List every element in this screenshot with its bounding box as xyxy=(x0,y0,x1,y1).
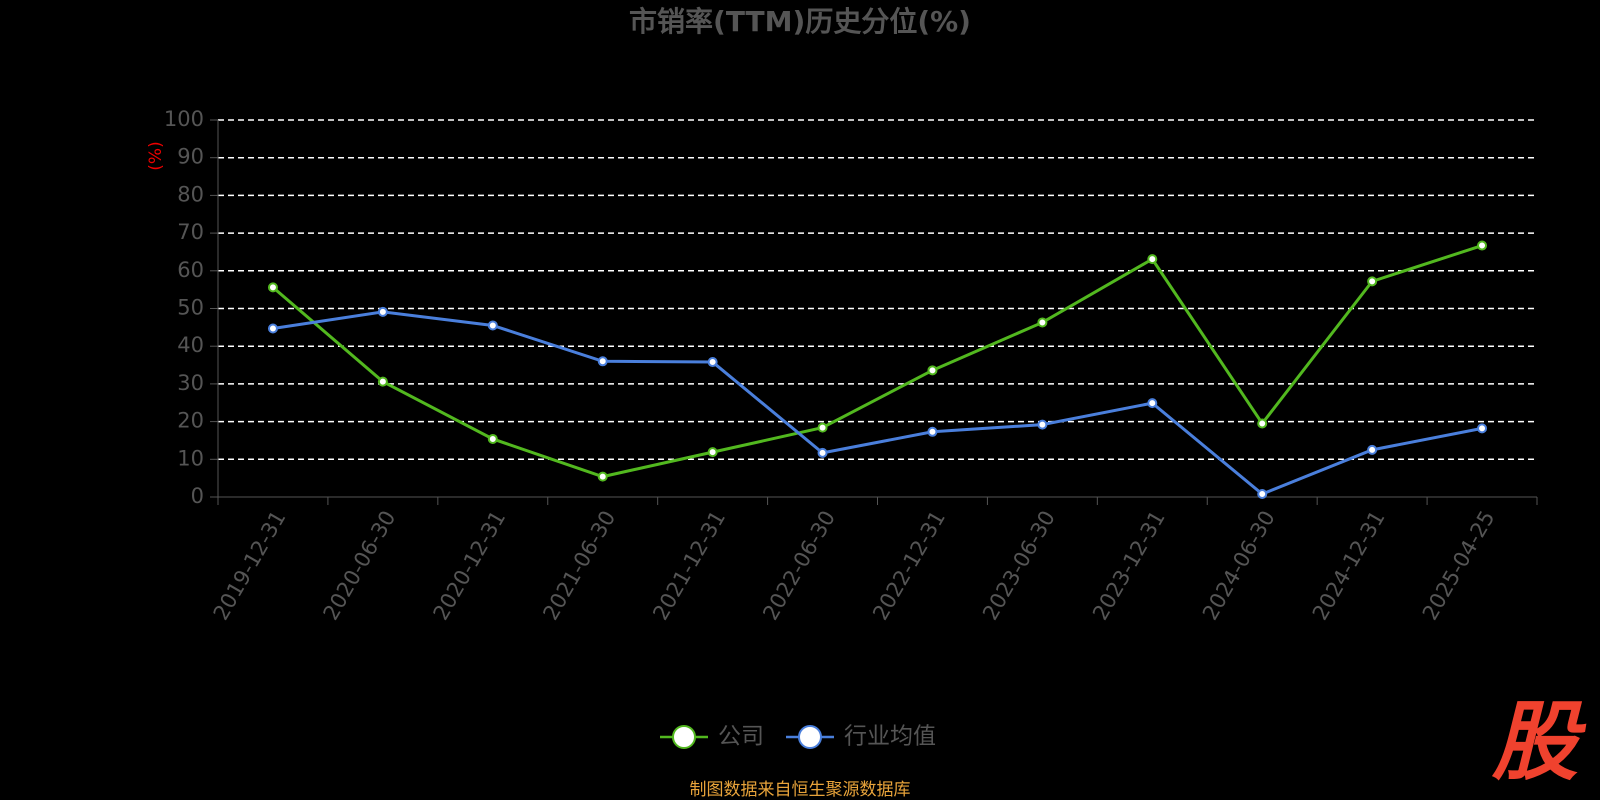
line xyxy=(271,244,1483,479)
point xyxy=(267,323,278,334)
point xyxy=(487,433,498,444)
y-tick-label: 20 xyxy=(177,409,204,433)
x-tick-label: 2022-12-31 xyxy=(868,506,950,624)
point xyxy=(927,426,938,437)
y-tick-label: 0 xyxy=(191,484,204,508)
source-note: 制图数据来自恒生聚源数据库 xyxy=(690,780,911,800)
x-tick-label: 2023-12-31 xyxy=(1088,507,1170,625)
x-tick-label: 2024-06-30 xyxy=(1198,507,1280,625)
point xyxy=(1037,317,1048,328)
point xyxy=(1257,488,1268,499)
point xyxy=(267,282,278,293)
x-tick-label: 2020-12-31 xyxy=(429,506,511,624)
x-tick-label: 2023-06-30 xyxy=(978,507,1060,625)
point xyxy=(927,365,938,376)
point xyxy=(817,447,828,458)
legend-marker xyxy=(672,725,696,749)
point xyxy=(1367,276,1378,287)
y-tick-label: 70 xyxy=(177,220,204,244)
x-tick-label: 2019-12-31 xyxy=(209,507,291,625)
point xyxy=(597,471,608,482)
y-tick-label: 50 xyxy=(177,296,204,320)
x-tick-label: 2021-12-31 xyxy=(648,507,730,625)
y-axis-label: (%) xyxy=(146,141,166,170)
point xyxy=(1477,240,1488,251)
chart-title: 市销率(TTM)历史分位(%) xyxy=(629,5,971,38)
point xyxy=(597,356,608,367)
y-tick-label: 30 xyxy=(177,371,204,395)
x-tick-label: 2025-04-25 xyxy=(1418,507,1500,625)
point xyxy=(1037,419,1048,430)
point xyxy=(1147,254,1158,265)
point xyxy=(817,422,828,433)
point xyxy=(707,357,718,368)
x-tick-label: 2020-06-30 xyxy=(319,507,401,625)
y-tick-label: 60 xyxy=(177,258,204,282)
point xyxy=(1477,423,1488,434)
y-tick-label: 80 xyxy=(177,182,204,206)
y-tick-label: 90 xyxy=(177,145,204,169)
point xyxy=(1147,398,1158,409)
x-tick-label: 2022-06-30 xyxy=(758,507,840,625)
y-tick-label: 100 xyxy=(164,107,204,131)
legend-marker xyxy=(798,725,822,749)
legend-label: 公司 xyxy=(718,724,764,750)
point xyxy=(377,376,388,387)
point xyxy=(1367,444,1378,455)
x-tick-label: 2021-06-30 xyxy=(538,507,620,625)
watermark: 股 xyxy=(1491,692,1587,792)
line xyxy=(272,310,1483,496)
point xyxy=(377,306,388,317)
point xyxy=(707,447,718,458)
point xyxy=(1257,418,1268,429)
y-tick-label: 40 xyxy=(177,333,204,357)
x-tick-label: 2024-12-31 xyxy=(1308,507,1390,625)
legend-label: 行业均值 xyxy=(844,724,936,750)
y-tick-label: 10 xyxy=(177,446,204,470)
point xyxy=(487,320,498,331)
